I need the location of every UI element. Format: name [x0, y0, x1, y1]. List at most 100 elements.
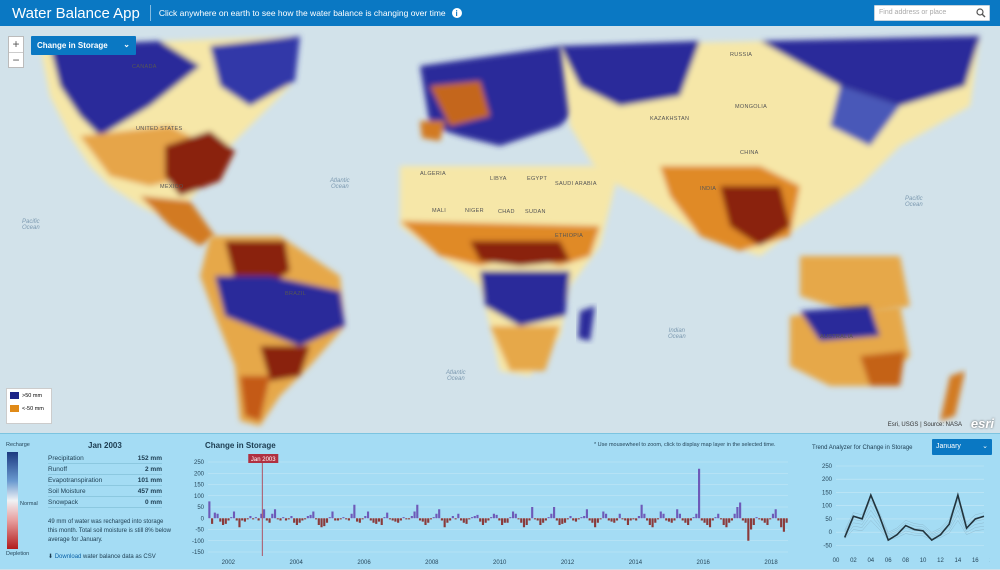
bar[interactable]: [356, 518, 359, 522]
bar[interactable]: [421, 518, 424, 522]
bar[interactable]: [769, 518, 772, 520]
bar[interactable]: [498, 518, 501, 521]
bar[interactable]: [336, 518, 340, 521]
bar[interactable]: [684, 518, 687, 523]
world-map[interactable]: CANADA UNITED STATES MEXICO BRAZIL ALGER…: [0, 26, 1000, 433]
bar[interactable]: [501, 518, 504, 525]
bar[interactable]: [386, 512, 389, 519]
bar[interactable]: [673, 518, 676, 521]
bar[interactable]: [361, 518, 364, 520]
bar[interactable]: [295, 518, 298, 525]
bar[interactable]: [607, 518, 610, 521]
bar[interactable]: [711, 518, 714, 521]
bar[interactable]: [369, 518, 372, 521]
bar[interactable]: [602, 511, 605, 519]
storage-bar-chart[interactable]: 250 200 150 100 50 0 -50 -100 -150 2002 2004 2006 20…: [180, 454, 795, 570]
bar[interactable]: [763, 518, 766, 523]
bar[interactable]: [219, 518, 222, 522]
bar[interactable]: [342, 517, 345, 519]
bar[interactable]: [717, 513, 720, 519]
bar[interactable]: [377, 518, 381, 522]
bar[interactable]: [232, 511, 236, 519]
bar[interactable]: [531, 507, 534, 519]
bar[interactable]: [719, 518, 723, 520]
bar[interactable]: [208, 501, 211, 519]
bar[interactable]: [408, 518, 411, 520]
bar[interactable]: [309, 514, 312, 519]
bar[interactable]: [238, 518, 241, 528]
bar[interactable]: [580, 517, 583, 519]
bar[interactable]: [706, 518, 709, 525]
bar[interactable]: [465, 518, 468, 524]
bar[interactable]: [509, 517, 512, 519]
bar[interactable]: [312, 511, 315, 519]
bar[interactable]: [588, 518, 591, 521]
bar[interactable]: [438, 509, 441, 519]
search-input[interactable]: Find address or place: [874, 5, 990, 21]
bar[interactable]: [736, 507, 739, 519]
bar[interactable]: [670, 518, 673, 523]
bar[interactable]: [553, 507, 556, 519]
bar[interactable]: [249, 516, 252, 519]
bar[interactable]: [610, 518, 613, 522]
bar[interactable]: [525, 518, 528, 525]
bar[interactable]: [339, 518, 342, 520]
bar[interactable]: [722, 518, 725, 525]
bar[interactable]: [700, 518, 703, 521]
bar[interactable]: [331, 511, 334, 519]
bar[interactable]: [481, 518, 485, 525]
bar[interactable]: [599, 518, 602, 520]
bar[interactable]: [583, 516, 586, 519]
bar[interactable]: [227, 518, 230, 521]
bar[interactable]: [301, 518, 304, 521]
map-canvas[interactable]: [0, 26, 1000, 433]
bar[interactable]: [446, 518, 449, 523]
bar[interactable]: [416, 504, 419, 519]
bar[interactable]: [569, 516, 572, 519]
bar[interactable]: [703, 518, 706, 523]
trend-line-chart[interactable]: 250 200 150 100 50 0 -50 00 02 04 06 08 10 12 14 16 18: [812, 458, 990, 566]
bar[interactable]: [306, 516, 309, 519]
bar[interactable]: [487, 518, 490, 521]
bar[interactable]: [470, 517, 474, 519]
bar[interactable]: [246, 518, 249, 520]
bar[interactable]: [265, 518, 268, 521]
bar[interactable]: [520, 518, 523, 523]
bar[interactable]: [604, 513, 608, 519]
bar[interactable]: [558, 518, 561, 525]
bar[interactable]: [380, 518, 383, 525]
bar[interactable]: [279, 518, 282, 521]
bar[interactable]: [345, 518, 348, 520]
bar[interactable]: [506, 518, 509, 523]
bar[interactable]: [517, 518, 520, 520]
bar[interactable]: [462, 518, 465, 523]
bar[interactable]: [484, 518, 487, 523]
bar[interactable]: [637, 516, 640, 519]
bar[interactable]: [613, 518, 616, 523]
bar[interactable]: [687, 518, 690, 525]
bar[interactable]: [667, 518, 671, 522]
bar[interactable]: [730, 518, 733, 521]
bar[interactable]: [328, 517, 331, 519]
bar[interactable]: [372, 518, 375, 523]
bar[interactable]: [364, 516, 367, 519]
bar[interactable]: [440, 518, 443, 521]
search-icon[interactable]: [976, 8, 986, 18]
bar[interactable]: [418, 518, 422, 521]
bar[interactable]: [514, 513, 517, 519]
bar[interactable]: [542, 518, 545, 523]
bar[interactable]: [317, 518, 320, 525]
bar[interactable]: [298, 518, 301, 523]
bar[interactable]: [563, 518, 567, 523]
bar[interactable]: [304, 518, 307, 520]
bar[interactable]: [391, 518, 394, 521]
bar[interactable]: [785, 518, 788, 523]
bar[interactable]: [550, 513, 553, 519]
bar[interactable]: [241, 518, 244, 521]
bar[interactable]: [533, 518, 537, 520]
bar[interactable]: [777, 518, 780, 521]
bar[interactable]: [678, 513, 682, 519]
info-icon[interactable]: i: [451, 8, 462, 18]
bar[interactable]: [536, 518, 539, 521]
bar[interactable]: [547, 517, 550, 519]
